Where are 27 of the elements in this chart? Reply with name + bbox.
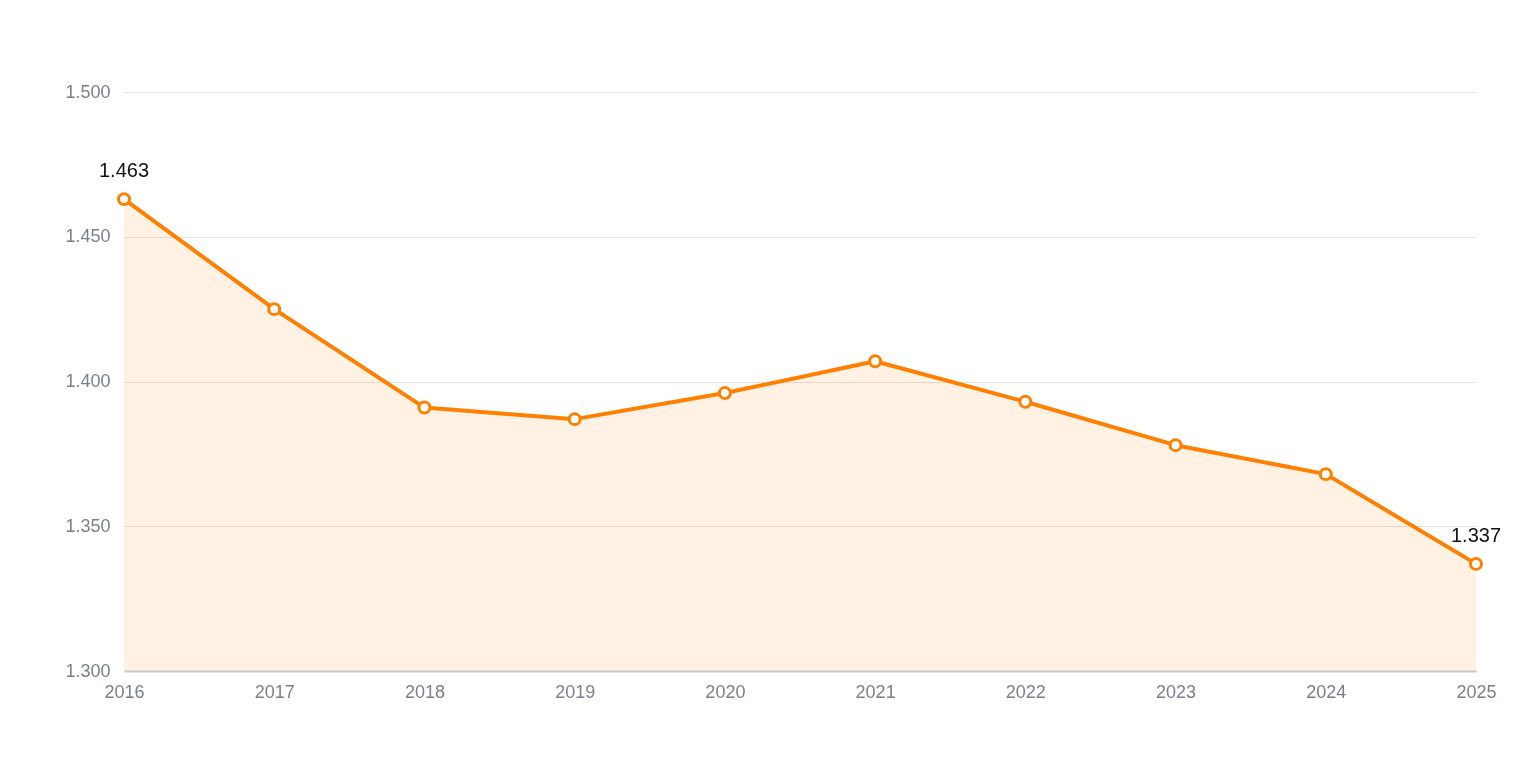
point [267,302,282,317]
x-tick-label: 2017 [254,681,295,702]
point [1018,394,1033,409]
x-tick-label: 2020 [705,681,746,702]
point [417,400,432,415]
y-tick-label: 1.450 [65,226,111,247]
y-tick-label: 1.400 [65,371,111,391]
point [117,192,131,207]
x-tick-label: 2024 [1306,681,1347,702]
y-tick-label: 1.350 [65,515,111,536]
point [1168,438,1183,453]
x-tick-label: 2022 [1005,681,1046,702]
x-tick-label: 2018 [404,681,445,702]
data-label: 1.337 [1450,523,1502,546]
point [717,386,732,401]
point [1469,556,1483,571]
point [868,354,883,369]
x-tick-label: 2016 [104,681,145,702]
x-tick-label: 2021 [855,681,896,702]
x-tick-label: 2023 [1156,681,1197,702]
x-tick-label: 2019 [555,681,596,702]
data-label: 1.463 [98,159,150,182]
point [1318,467,1333,482]
y-tick-label: 1.500 [65,81,111,102]
y-tick-label: 1.300 [65,660,111,681]
x-tick-label: 2025 [1456,681,1497,702]
point [567,412,582,427]
